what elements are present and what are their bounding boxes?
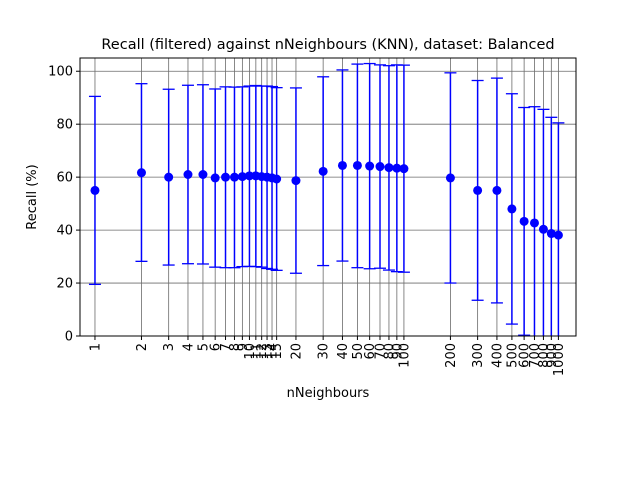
chart-title: Recall (filtered) against nNeighbours (K… <box>101 37 554 53</box>
data-point <box>529 218 539 228</box>
x-tick-label: 13 <box>261 343 276 360</box>
data-point <box>392 163 402 173</box>
x-tick-label: 200 <box>444 343 459 368</box>
plot-frame <box>79 57 577 337</box>
x-tick-label: 20 <box>289 343 304 360</box>
grid <box>80 58 576 337</box>
data-point <box>229 172 239 182</box>
data-point <box>272 174 282 184</box>
x-tick-label: 80 <box>382 343 397 360</box>
x-axis-label: nNeighbours <box>287 386 370 401</box>
x-tick-label: 6 <box>209 343 224 351</box>
x-tick-label: 300 <box>471 343 486 368</box>
x-tick-label: 100 <box>397 343 412 368</box>
x-tick-label: 14 <box>266 343 281 360</box>
data-point <box>164 172 174 182</box>
x-tick-label: 800 <box>537 343 552 368</box>
y-axis-label: Recall (%) <box>25 164 40 229</box>
x-tick-label: 60 <box>363 343 378 360</box>
error-bars <box>88 62 565 336</box>
x-tick-label: 40 <box>336 343 351 360</box>
x-tick-label: 50 <box>351 343 366 360</box>
data-point <box>291 176 301 186</box>
data-point <box>399 164 409 174</box>
x-tick-label: 1000 <box>552 343 567 376</box>
x-tick-label: 700 <box>528 343 543 368</box>
data-point <box>237 172 247 182</box>
data-point <box>546 229 556 239</box>
y-tick-label: 60 <box>56 171 73 186</box>
x-tick-label: 30 <box>317 343 332 360</box>
x-tick-label: 7 <box>219 343 234 351</box>
data-point <box>90 185 100 195</box>
x-tick-label: 8 <box>228 343 243 351</box>
data-point <box>445 173 455 183</box>
x-tick-label: 1 <box>88 343 103 351</box>
y-tick-label: 100 <box>48 65 73 80</box>
x-tick-label: 4 <box>181 343 196 351</box>
data-point <box>538 224 548 234</box>
data-points <box>90 160 563 240</box>
data-point <box>365 161 375 171</box>
x-tick-label: 12 <box>255 343 270 360</box>
y-tick-label: 80 <box>56 118 73 133</box>
data-point <box>221 172 231 182</box>
x-tick-label: 400 <box>490 343 505 368</box>
data-point <box>352 160 362 170</box>
data-point <box>210 173 220 183</box>
data-point <box>198 169 208 179</box>
x-tick-label: 10 <box>243 343 258 360</box>
y-tick-label: 40 <box>56 224 73 239</box>
data-point <box>519 216 529 226</box>
x-tick-label: 3 <box>162 343 177 351</box>
data-point <box>244 171 254 181</box>
data-point <box>507 204 517 214</box>
x-tick-label: 2 <box>135 343 150 351</box>
x-tick-label: 600 <box>518 343 533 368</box>
x-tick-label: 11 <box>249 343 264 360</box>
x-tick-label: 90 <box>390 343 405 360</box>
y-tick-label: 0 <box>65 330 73 345</box>
data-point <box>492 185 502 195</box>
data-point <box>384 163 394 173</box>
x-tick-label: 900 <box>545 343 560 368</box>
data-point <box>553 230 563 240</box>
data-point <box>183 169 193 179</box>
data-point <box>473 185 483 195</box>
y-axis-ticks: 0 20 40 60 80 100 <box>48 65 80 345</box>
y-tick-label: 20 <box>56 277 73 292</box>
x-tick-label: 500 <box>505 343 520 368</box>
x-tick-label: 15 <box>270 343 285 360</box>
data-point <box>375 162 385 172</box>
x-tick-label: 5 <box>196 343 211 351</box>
data-point <box>136 168 146 178</box>
x-tick-label: 70 <box>373 343 388 360</box>
data-point <box>337 160 347 170</box>
data-point <box>318 166 328 176</box>
x-tick-label: 9 <box>236 343 251 351</box>
